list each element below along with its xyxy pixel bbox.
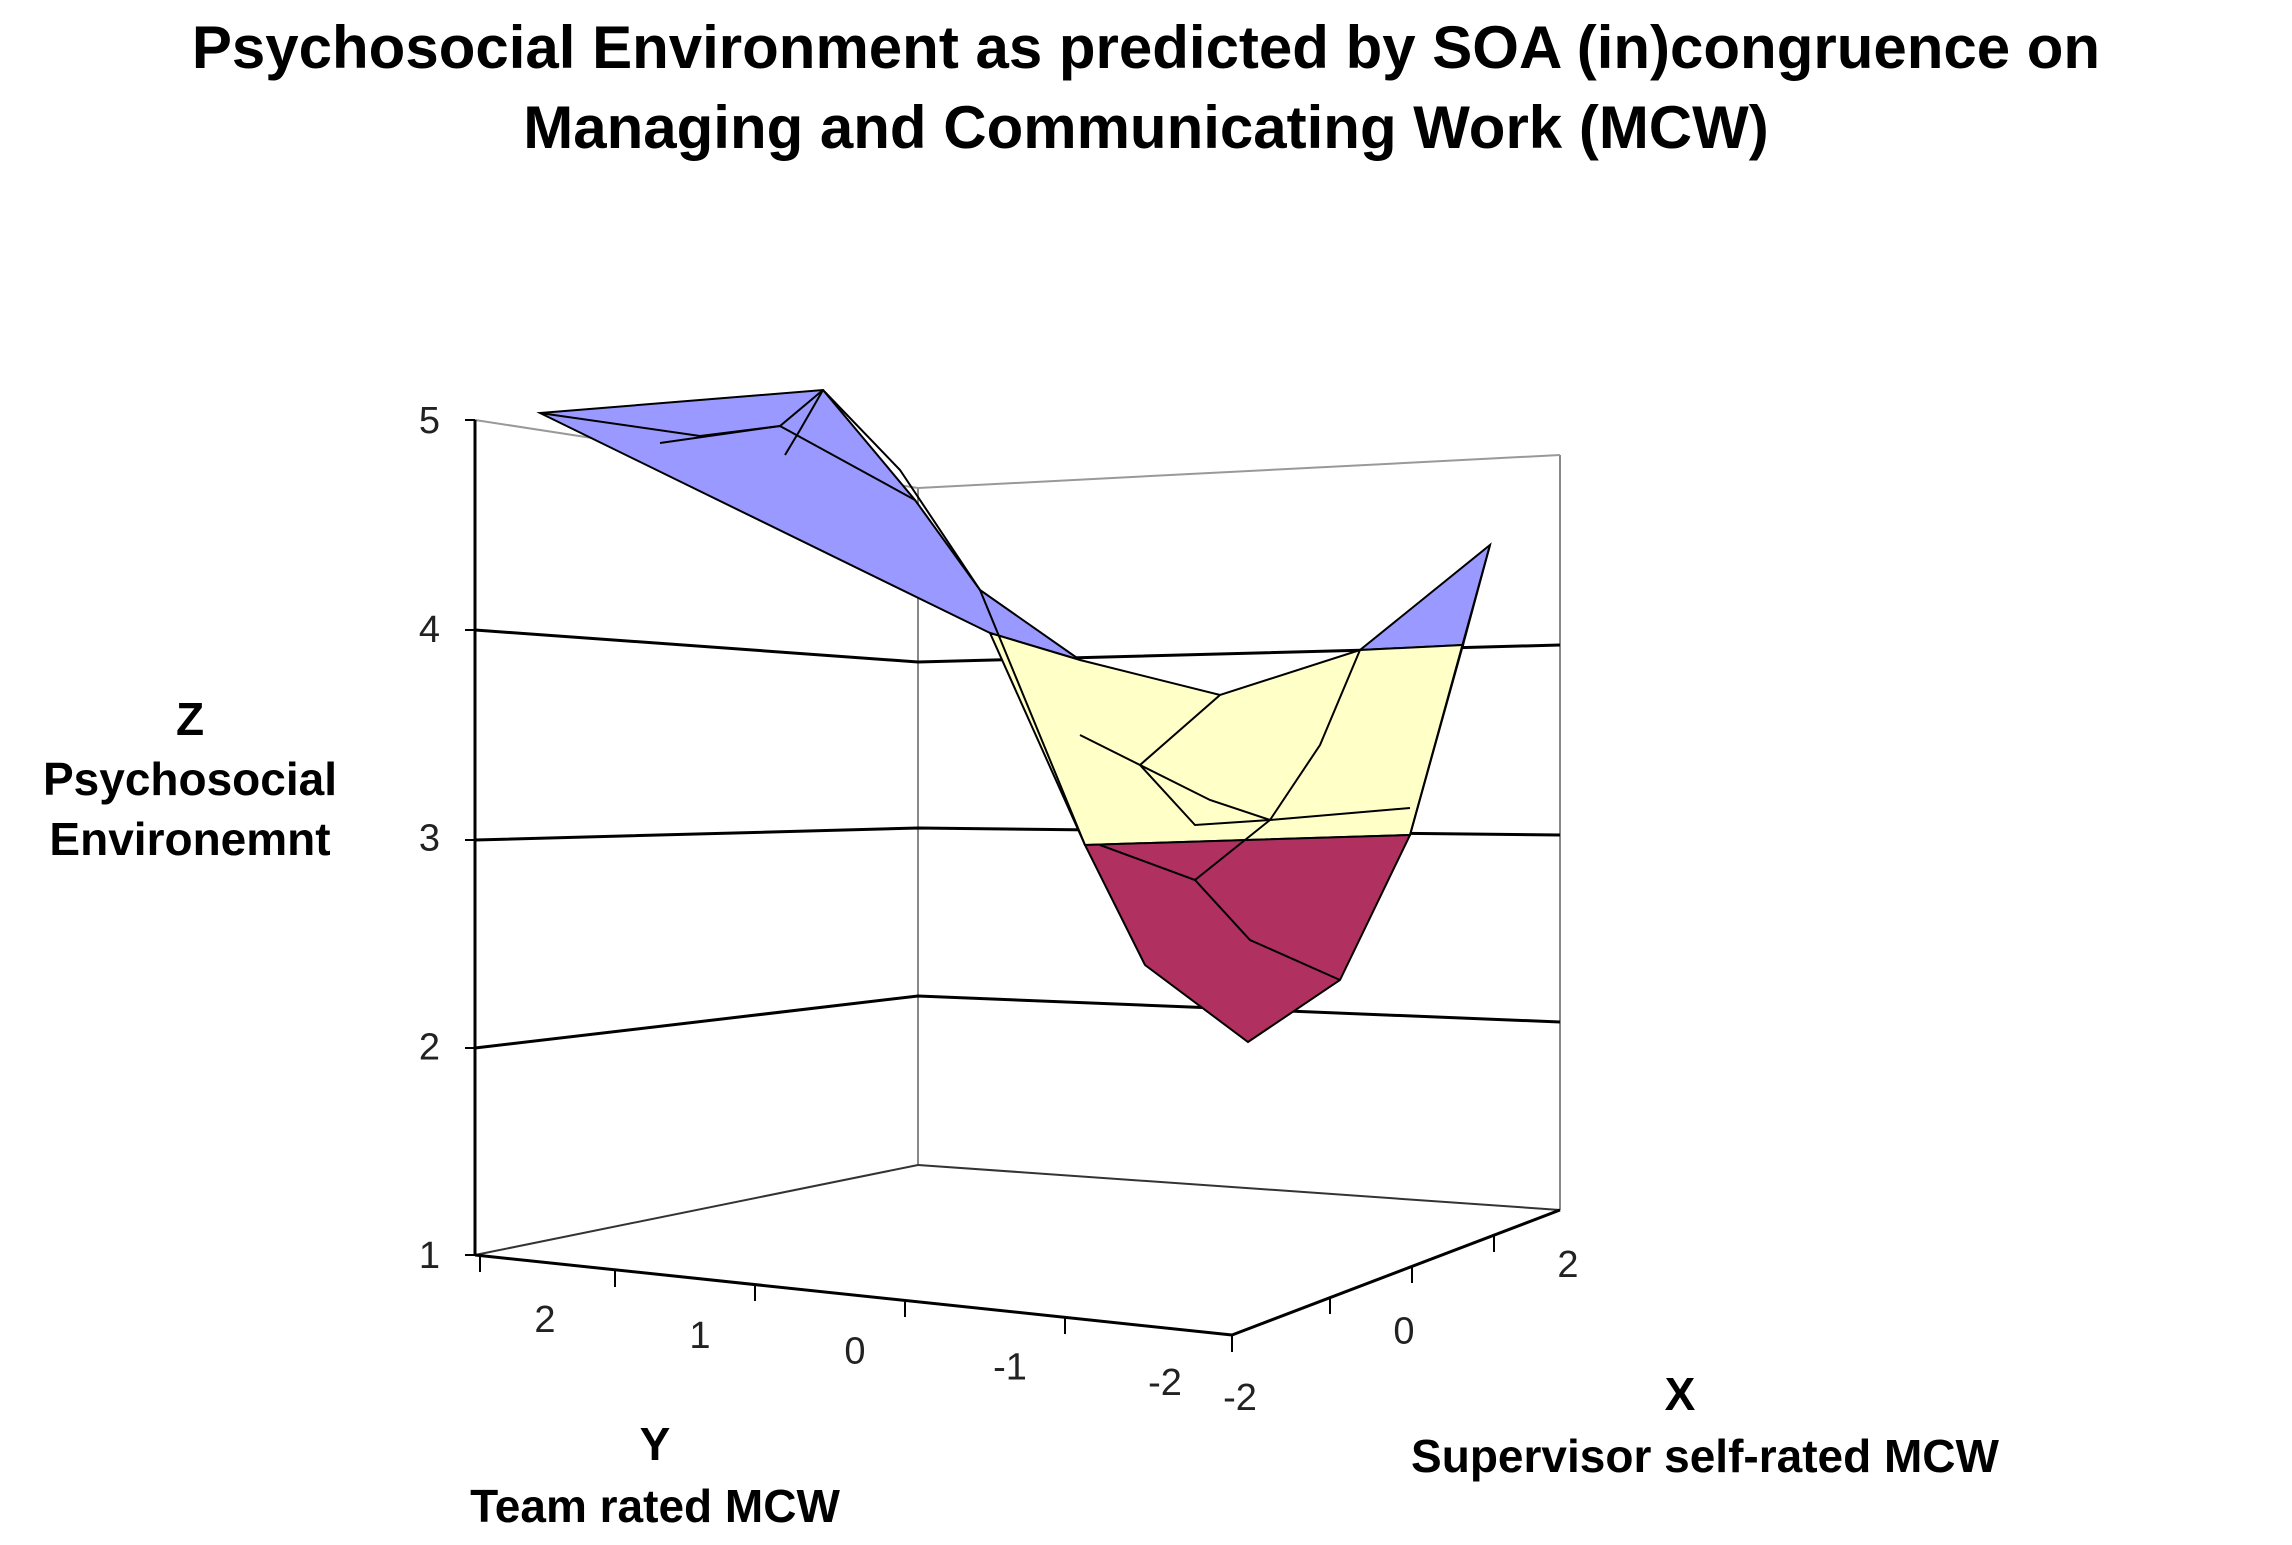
mesh-line [659,424,916,501]
mesh-line [1099,844,1341,981]
y-tick-label: -2 [1148,1362,1182,1404]
surface-band-3-4 [988,631,1465,847]
y-axis-line [474,1253,1233,1337]
surface-band-4-5-left [536,388,1081,661]
floor-back-right-edge [917,1164,1561,1211]
response-surface [536,388,1492,1044]
z-tick-label: 2 [419,1026,440,1068]
x-axis-title: Supervisor self-rated MCW [1411,1430,1999,1482]
z-axis-title-line2: Environemnt [49,813,330,865]
z-tick-label: 1 [419,1235,440,1277]
mesh-line [1079,734,1411,822]
chart-frame [473,419,1561,1337]
x-tick-label: 0 [1393,1311,1414,1353]
z-axis-letter: Z [176,693,204,745]
tick-marks [465,419,1495,1352]
axis-titles: Z Psychosocial Environemnt Y Team rated … [43,693,2000,1532]
mesh-line [1409,544,1491,836]
x-tick-label: -2 [1223,1377,1257,1419]
z-tick-label: 5 [419,400,440,442]
x-tick-labels: -2 0 2 [1223,1244,1578,1419]
z-tick-label: 4 [419,609,440,651]
mesh-line [822,389,1086,846]
y-tick-label: 1 [689,1315,710,1357]
x-axis-letter: X [1665,1368,1696,1420]
x-axis-line [1231,1208,1561,1337]
y-tick-label: 2 [534,1299,555,1341]
y-axis-title: Team rated MCW [470,1480,840,1532]
top-right-wall-edge [917,454,1561,489]
z-axis-title-line1: Psychosocial [43,753,337,805]
surface-mesh [539,389,1491,981]
chart-title: Psychosocial Environment as predicted by… [191,14,2101,161]
y-tick-labels: 2 1 0 -1 -2 [534,1299,1181,1404]
z-tick-labels: 5 4 3 2 1 [419,400,440,1277]
z-tick-label: 3 [419,818,440,860]
y-tick-label: 0 [844,1331,865,1373]
gridline-z-4 [474,628,1561,664]
x-tick-label: 2 [1557,1244,1578,1286]
mesh-line [1194,649,1361,881]
y-axis-letter: Y [640,1418,671,1470]
gridline-z-2 [474,994,1561,1050]
mesh-line [1138,694,1271,827]
floor-back-left-edge [474,1164,919,1256]
y-tick-label: -1 [993,1346,1027,1388]
surface-band-4-5-right [1356,542,1492,652]
mesh-line [784,389,824,456]
